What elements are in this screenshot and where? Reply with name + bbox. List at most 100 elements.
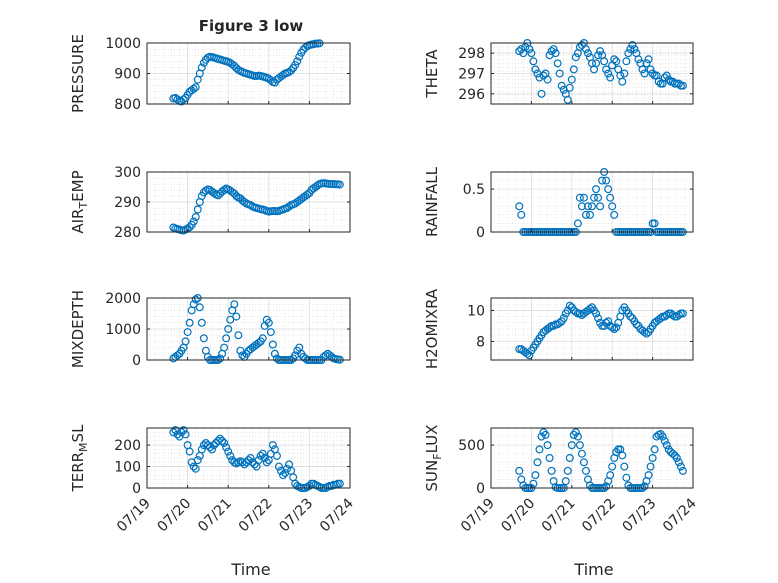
- data-point: [529, 479, 538, 488]
- data-point: [197, 318, 206, 327]
- data-point: [577, 41, 586, 50]
- y-tick-label: 0.5: [463, 182, 485, 198]
- data-point: [226, 315, 235, 324]
- data-point: [531, 471, 540, 480]
- data-point: [537, 432, 546, 441]
- data-point: [557, 81, 566, 90]
- data-point: [527, 49, 536, 58]
- data-point: [555, 69, 564, 78]
- data-point: [650, 445, 659, 454]
- data-point: [218, 436, 227, 445]
- data-point: [189, 462, 198, 471]
- data-point: [583, 49, 592, 58]
- y-tick-label: 800: [114, 97, 141, 113]
- data-point: [547, 47, 556, 56]
- data-point: [535, 445, 544, 454]
- data-point: [242, 458, 251, 467]
- y-axis-label: PRESSURE: [69, 34, 87, 113]
- data-point: [620, 69, 629, 78]
- y-axis-label: H2OMIXRA: [423, 288, 441, 369]
- data-point: [254, 338, 263, 347]
- data-point: [569, 65, 578, 74]
- data-point: [258, 334, 267, 343]
- axes-box: [490, 171, 694, 233]
- data-point: [622, 57, 631, 66]
- data-point: [195, 303, 204, 312]
- data-point: [656, 314, 665, 323]
- data-point: [660, 436, 669, 445]
- data-point: [335, 180, 344, 189]
- x-axis-label-left: Time: [230, 560, 270, 579]
- data-point: [608, 462, 617, 471]
- data-point: [193, 205, 202, 214]
- data-point: [598, 176, 607, 185]
- data-point: [620, 462, 629, 471]
- data-point: [234, 331, 243, 340]
- data-point: [664, 75, 673, 84]
- data-point: [216, 434, 225, 443]
- data-point: [193, 456, 202, 465]
- data-point: [197, 445, 206, 454]
- data-point: [610, 325, 619, 334]
- data-point: [517, 45, 526, 54]
- data-point: [220, 343, 229, 352]
- y-tick-label: 298: [458, 46, 485, 62]
- axes-box: [490, 427, 694, 489]
- data-point: [646, 462, 655, 471]
- data-point: [272, 451, 281, 460]
- data-point: [579, 193, 588, 202]
- data-point: [575, 441, 584, 450]
- data-point: [189, 300, 198, 309]
- data-point: [587, 202, 596, 211]
- y-tick-label: 296: [458, 87, 485, 103]
- data-point: [678, 309, 687, 318]
- data-point: [618, 451, 627, 460]
- data-point: [602, 482, 611, 491]
- data-point: [592, 59, 601, 68]
- data-point: [612, 323, 621, 332]
- data-point: [283, 464, 292, 473]
- data-point: [674, 458, 683, 467]
- data-point: [173, 351, 182, 360]
- data-point: [678, 466, 687, 475]
- data-point: [240, 198, 249, 207]
- y-axis-label-subscript: T: [77, 202, 90, 210]
- data-point: [177, 428, 186, 437]
- data-point: [533, 458, 542, 467]
- data-point: [303, 190, 312, 199]
- data-point: [618, 77, 627, 86]
- data-point: [515, 202, 524, 211]
- figure-title: Figure 3 low: [199, 17, 304, 35]
- x-axis-label-right: Time: [573, 560, 613, 579]
- data-point: [185, 223, 194, 232]
- data-point: [626, 312, 635, 321]
- data-point: [266, 328, 275, 337]
- data-point: [674, 311, 683, 320]
- data-point: [581, 45, 590, 54]
- data-point: [191, 83, 200, 92]
- data-point: [535, 73, 544, 82]
- data-point: [220, 439, 229, 448]
- data-point: [610, 55, 619, 64]
- data-point: [632, 320, 641, 329]
- data-point: [573, 432, 582, 441]
- data-point: [537, 89, 546, 98]
- data-point: [581, 466, 590, 475]
- data-point: [571, 428, 580, 437]
- data-point: [585, 304, 594, 313]
- data-point: [517, 210, 526, 219]
- y-tick-label: 100: [114, 460, 141, 476]
- data-point: [622, 473, 631, 482]
- data-point: [652, 432, 661, 441]
- data-point: [529, 57, 538, 66]
- data-point: [238, 351, 247, 360]
- data-point: [191, 295, 200, 304]
- y-axis-label: THETA: [423, 49, 441, 99]
- data-point: [594, 51, 603, 60]
- data-point: [654, 77, 663, 86]
- data-point: [185, 318, 194, 327]
- data-point: [201, 439, 210, 448]
- data-point: [644, 471, 653, 480]
- data-point: [571, 53, 580, 62]
